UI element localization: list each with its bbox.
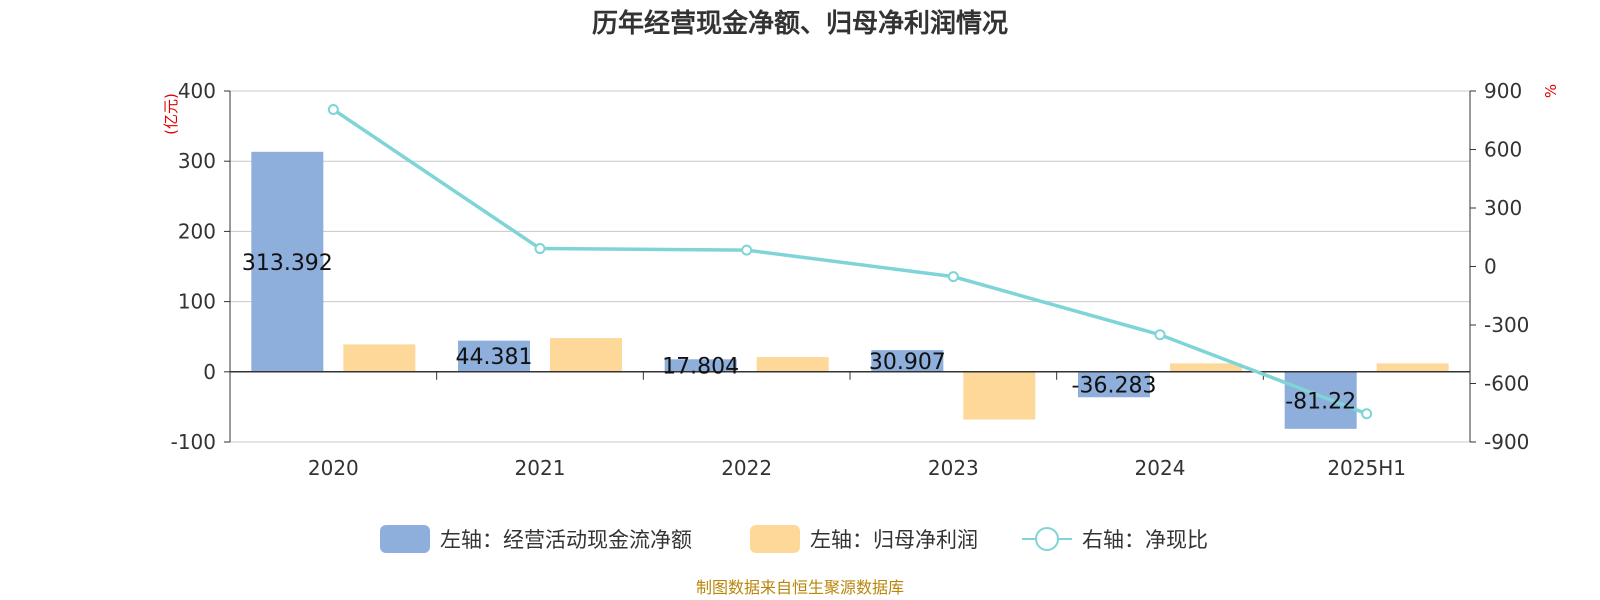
legend-swatch-profit (750, 525, 800, 553)
ratio-point (534, 243, 546, 255)
profit-bar (343, 344, 416, 372)
left-axis-tick-label: 400 (178, 79, 216, 103)
ratio-line (327, 104, 1373, 420)
right-axis-tick-label: -900 (1484, 430, 1529, 454)
left-axis-tick-label: 100 (178, 290, 216, 314)
axes: 400 300 200 100 0 -100 900 600 300 0 -300 -600 -900 2… (171, 79, 1530, 480)
data-labels: 313.392 44.381 17.804 30.907 -36.283 -81.22 (242, 251, 1356, 415)
legend-swatch-cashflow (380, 525, 430, 553)
bars (251, 151, 1449, 429)
legend-label-profit: 左轴：归母净利润 (810, 528, 978, 552)
ratio-point (741, 244, 753, 256)
right-axis-tick-label: 300 (1484, 196, 1522, 220)
right-axis-unit: % (1542, 84, 1560, 98)
cashflow-bar (458, 340, 530, 372)
left-axis-tick-label: -100 (171, 430, 216, 454)
category-label: 2021 (515, 456, 566, 480)
legend-label-ratio: 右轴：净现比 (1082, 528, 1208, 552)
profit-bar (963, 371, 1036, 420)
ratio-point (947, 271, 959, 283)
right-axis-tick-label: -300 (1484, 313, 1529, 337)
cashflow-data-label: 44.381 (456, 345, 533, 370)
left-axis-tick-label: 300 (178, 149, 216, 173)
profit-bar (756, 357, 829, 372)
cashflow-bar (664, 359, 737, 372)
category-label: 2025H1 (1327, 456, 1406, 480)
left-axis-tick-label: 0 (203, 360, 216, 384)
ratio-point (1361, 408, 1373, 420)
profit-bar (550, 338, 622, 372)
legend-label-cashflow: 左轴：经营活动现金流净额 (440, 528, 692, 552)
source-note: 制图数据来自恒生聚源数据库 (696, 578, 904, 597)
cashflow-bar (251, 151, 324, 372)
cashflow-bar (1078, 371, 1150, 398)
profit-bar (1170, 363, 1242, 372)
category-label: 2022 (721, 456, 772, 480)
right-axis-tick-label: 600 (1484, 138, 1522, 162)
chart-title: 历年经营现金净额、归母净利润情况 (592, 8, 1008, 39)
left-axis-unit: (亿元) (162, 93, 180, 135)
ratio-line-path (332, 108, 1368, 416)
category-label: 2024 (1135, 456, 1186, 480)
cashflow-data-label: -81.22 (1285, 389, 1356, 414)
category-label: 2023 (928, 456, 979, 480)
cashflow-bar (1284, 371, 1357, 429)
right-axis-tick-label: -600 (1484, 372, 1529, 396)
legend: 左轴：经营活动现金流净额 左轴：归母净利润 右轴：净现比 (380, 525, 1208, 553)
cashflow-data-label: 30.907 (869, 350, 946, 375)
left-axis-tick-label: 200 (178, 219, 216, 243)
legend-swatch-ratio-marker (1035, 527, 1059, 551)
profit-bar (1376, 363, 1449, 372)
cashflow-data-label: 313.392 (242, 251, 333, 276)
category-label: 2020 (308, 456, 359, 480)
cashflow-data-label: -36.283 (1072, 374, 1157, 399)
right-axis-tick-label: 0 (1484, 255, 1497, 279)
ratio-point (327, 104, 339, 116)
gridlines (230, 90, 1470, 443)
right-axis-tick-label: 900 (1484, 79, 1522, 103)
cashflow-data-label: 17.804 (662, 355, 739, 380)
cashflow-bar (871, 350, 944, 372)
ratio-point (1154, 329, 1166, 341)
